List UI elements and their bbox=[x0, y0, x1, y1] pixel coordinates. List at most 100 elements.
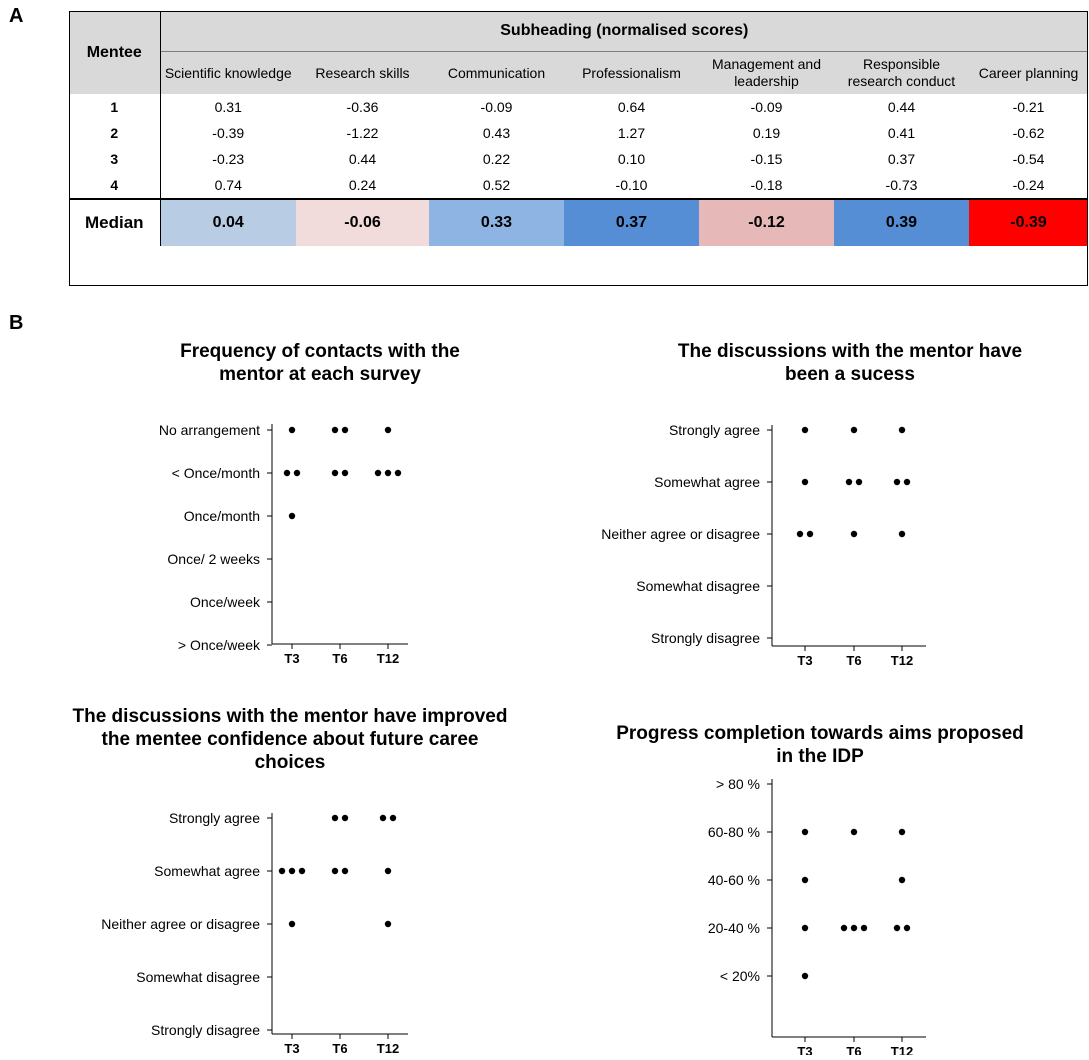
x-tick-label: T6 bbox=[332, 1041, 347, 1055]
data-point bbox=[801, 828, 809, 836]
x-tick-label: T3 bbox=[284, 651, 299, 666]
data-point bbox=[801, 426, 809, 434]
mentee-id: 3 bbox=[69, 146, 161, 172]
score-cell: -0.73 bbox=[834, 172, 969, 199]
data-point bbox=[384, 469, 392, 477]
data-point bbox=[801, 478, 809, 486]
column-header: Management and leadership bbox=[699, 51, 834, 94]
chart-title: Frequency of contacts with the mentor at… bbox=[180, 341, 460, 385]
score-cell: -0.23 bbox=[160, 146, 296, 172]
y-tick-label: Neither agree or disagree bbox=[601, 526, 760, 542]
column-header: Responsible research conduct bbox=[834, 51, 969, 94]
data-point bbox=[331, 426, 339, 434]
data-point bbox=[283, 469, 291, 477]
data-point bbox=[389, 814, 397, 822]
x-tick-label: T6 bbox=[332, 651, 347, 666]
y-tick-label: > 80 % bbox=[716, 776, 760, 792]
dot-plot: No arrangement < Once/month Once/month Once… bbox=[159, 422, 408, 666]
y-tick-label: Neither agree or disagree bbox=[101, 916, 260, 932]
score-cell: 0.22 bbox=[429, 146, 564, 172]
data-point bbox=[898, 828, 906, 836]
data-point bbox=[298, 867, 306, 875]
score-cell: -0.09 bbox=[429, 94, 564, 120]
data-point bbox=[341, 814, 349, 822]
data-point bbox=[331, 867, 339, 875]
score-cell: -0.62 bbox=[969, 120, 1089, 146]
column-header: Professionalism bbox=[564, 51, 699, 94]
mentee-header: Mentee bbox=[69, 11, 161, 94]
score-cell: -0.39 bbox=[160, 120, 296, 146]
data-point bbox=[341, 867, 349, 875]
median-cell: 0.04 bbox=[160, 198, 296, 246]
x-tick-label: T3 bbox=[797, 1044, 812, 1055]
score-cell: 0.10 bbox=[564, 146, 699, 172]
chart-title: The discussions with the mentor have imp… bbox=[72, 706, 508, 773]
data-point bbox=[278, 867, 286, 875]
mentee-id: 1 bbox=[69, 94, 161, 120]
score-cell: 0.43 bbox=[429, 120, 564, 146]
data-point bbox=[288, 867, 296, 875]
median-cell: -0.06 bbox=[296, 198, 429, 246]
data-point bbox=[898, 530, 906, 538]
data-point bbox=[801, 924, 809, 932]
table-row: 4 0.74 0.24 0.52 -0.10 -0.18 -0.73 -0.24 bbox=[69, 172, 1089, 199]
idp-progress-chart: Progress completion towards aims propose… bbox=[590, 722, 1060, 1059]
median-cell: -0.39 bbox=[969, 198, 1089, 246]
data-point bbox=[903, 924, 911, 932]
score-cell: 0.44 bbox=[834, 94, 969, 120]
mentee-id: 2 bbox=[69, 120, 161, 146]
x-tick-label: T6 bbox=[846, 1044, 861, 1055]
data-point bbox=[855, 478, 863, 486]
table-row: 3 -0.23 0.44 0.22 0.10 -0.15 0.37 -0.54 bbox=[69, 146, 1089, 172]
y-tick-label: Strongly agree bbox=[669, 422, 760, 438]
y-tick-label: < 20% bbox=[720, 968, 760, 984]
data-point bbox=[840, 924, 848, 932]
score-cell: -0.15 bbox=[699, 146, 834, 172]
data-point bbox=[893, 924, 901, 932]
data-point bbox=[806, 530, 814, 538]
score-cell: -0.18 bbox=[699, 172, 834, 199]
median-cell: 0.33 bbox=[429, 198, 564, 246]
data-point bbox=[898, 426, 906, 434]
mentee-id: 4 bbox=[69, 172, 161, 199]
x-tick-label: T3 bbox=[797, 653, 812, 668]
data-point bbox=[394, 469, 402, 477]
contact-frequency-chart: Frequency of contacts with the mentor at… bbox=[70, 340, 520, 670]
data-point bbox=[850, 530, 858, 538]
data-point bbox=[801, 972, 809, 980]
score-cell: 0.64 bbox=[564, 94, 699, 120]
score-cell: 0.31 bbox=[160, 94, 296, 120]
data-point bbox=[796, 530, 804, 538]
data-point bbox=[384, 426, 392, 434]
chart-title: The discussions with the mentor have bee… bbox=[677, 341, 1023, 385]
score-cell: 0.74 bbox=[160, 172, 296, 199]
data-point bbox=[384, 920, 392, 928]
score-cell: -0.10 bbox=[564, 172, 699, 199]
panel-label-b: B bbox=[9, 312, 24, 334]
subheading-header: Subheading (normalised scores) bbox=[160, 11, 1089, 52]
x-tick-label: T12 bbox=[377, 1041, 399, 1055]
data-point bbox=[860, 924, 868, 932]
data-point bbox=[893, 478, 901, 486]
score-cell: -0.21 bbox=[969, 94, 1089, 120]
column-header: Career planning bbox=[969, 51, 1089, 94]
scores-table: Mentee Subheading (normalised scores) Sc… bbox=[69, 11, 1089, 246]
x-tick-label: T6 bbox=[846, 653, 861, 668]
data-point bbox=[288, 512, 296, 520]
data-point bbox=[331, 814, 339, 822]
x-tick-label: T12 bbox=[377, 651, 399, 666]
y-tick-label: > Once/week bbox=[178, 637, 261, 653]
table-row: 1 0.31 -0.36 -0.09 0.64 -0.09 0.44 -0.21 bbox=[69, 94, 1089, 120]
data-point bbox=[384, 867, 392, 875]
y-tick-label: Somewhat agree bbox=[654, 474, 760, 490]
data-point bbox=[903, 478, 911, 486]
y-tick-label: Once/ 2 weeks bbox=[167, 551, 260, 567]
score-cell: 0.19 bbox=[699, 120, 834, 146]
score-cell: 0.41 bbox=[834, 120, 969, 146]
median-cell: 0.39 bbox=[834, 198, 969, 246]
y-tick-label: Somewhat disagree bbox=[136, 969, 260, 985]
dot-plot: > 80 % 60-80 % 40-60 % 20-40 % < 20% T3 T6 T12 bbox=[708, 776, 926, 1059]
data-point bbox=[341, 469, 349, 477]
score-cell: -1.22 bbox=[296, 120, 429, 146]
data-point bbox=[845, 478, 853, 486]
